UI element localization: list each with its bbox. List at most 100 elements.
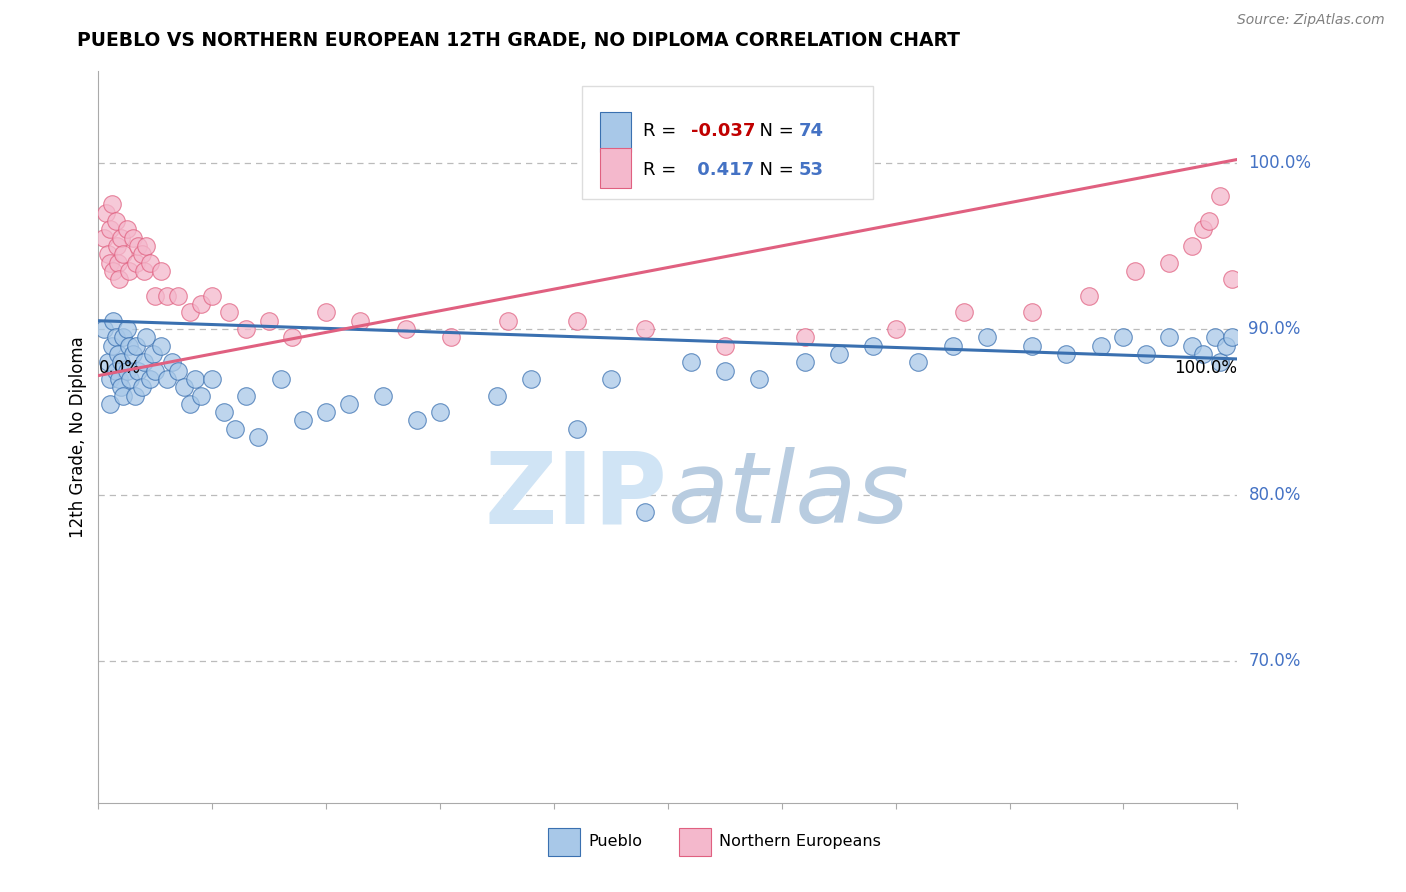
Text: R =: R = bbox=[643, 122, 682, 140]
Point bbox=[1054, 347, 1078, 361]
Point bbox=[138, 255, 160, 269]
Point bbox=[167, 289, 190, 303]
Point bbox=[1123, 264, 1146, 278]
Text: Northern Europeans: Northern Europeans bbox=[718, 834, 882, 849]
Point bbox=[212, 405, 235, 419]
Text: Source: ZipAtlas.com: Source: ZipAtlas.com bbox=[1237, 13, 1385, 28]
Point bbox=[131, 380, 153, 394]
Point bbox=[93, 230, 115, 244]
Point bbox=[96, 247, 118, 261]
Point bbox=[315, 305, 337, 319]
Point bbox=[179, 397, 201, 411]
Point bbox=[1220, 272, 1243, 286]
Point bbox=[235, 388, 257, 402]
Point bbox=[104, 214, 127, 228]
Point bbox=[371, 388, 394, 402]
Point bbox=[135, 330, 157, 344]
Point bbox=[167, 363, 190, 377]
Point bbox=[224, 422, 246, 436]
Point bbox=[110, 380, 132, 394]
Point bbox=[315, 405, 337, 419]
Point bbox=[132, 264, 155, 278]
Point bbox=[349, 314, 371, 328]
Point bbox=[1157, 255, 1180, 269]
Point bbox=[118, 264, 141, 278]
Text: 0.0%: 0.0% bbox=[98, 359, 141, 376]
Text: PUEBLO VS NORTHERN EUROPEAN 12TH GRADE, NO DIPLOMA CORRELATION CHART: PUEBLO VS NORTHERN EUROPEAN 12TH GRADE, … bbox=[77, 31, 960, 50]
Point bbox=[634, 322, 657, 336]
Point bbox=[142, 347, 165, 361]
Point bbox=[115, 322, 138, 336]
Point bbox=[103, 314, 125, 328]
Point bbox=[115, 222, 138, 236]
Text: 80.0%: 80.0% bbox=[1249, 486, 1301, 504]
Point bbox=[1157, 330, 1180, 344]
Point bbox=[793, 355, 815, 369]
Text: 100.0%: 100.0% bbox=[1174, 359, 1237, 376]
Point bbox=[98, 397, 121, 411]
Point bbox=[135, 239, 157, 253]
Point bbox=[190, 297, 212, 311]
Point bbox=[112, 388, 135, 402]
Point bbox=[1112, 330, 1135, 344]
Y-axis label: 12th Grade, No Diploma: 12th Grade, No Diploma bbox=[69, 336, 87, 538]
Point bbox=[132, 355, 155, 369]
Point bbox=[793, 330, 815, 344]
Point bbox=[98, 255, 121, 269]
Point bbox=[714, 339, 737, 353]
Bar bbox=[548, 829, 581, 856]
Text: 100.0%: 100.0% bbox=[1249, 153, 1312, 172]
Point bbox=[862, 339, 884, 353]
Point bbox=[121, 347, 143, 361]
Text: 74: 74 bbox=[799, 122, 824, 140]
Point bbox=[104, 330, 127, 344]
Point bbox=[162, 355, 184, 369]
Point bbox=[270, 372, 292, 386]
Point bbox=[1021, 339, 1043, 353]
Point bbox=[101, 339, 124, 353]
Text: R =: R = bbox=[643, 161, 682, 179]
Point bbox=[96, 205, 118, 219]
Point bbox=[103, 264, 125, 278]
Point bbox=[156, 372, 179, 386]
Point bbox=[1198, 214, 1220, 228]
Text: -0.037: -0.037 bbox=[690, 122, 755, 140]
Point bbox=[748, 372, 770, 386]
Point bbox=[498, 314, 520, 328]
Point bbox=[110, 355, 132, 369]
Point bbox=[1181, 239, 1204, 253]
FancyBboxPatch shape bbox=[599, 112, 631, 152]
Point bbox=[1192, 347, 1215, 361]
Point bbox=[1192, 222, 1215, 236]
Text: 0.417: 0.417 bbox=[690, 161, 754, 179]
Point bbox=[565, 422, 588, 436]
Point bbox=[942, 339, 965, 353]
Point bbox=[714, 363, 737, 377]
Text: ZIP: ZIP bbox=[485, 447, 668, 544]
Point bbox=[125, 255, 148, 269]
Point bbox=[884, 322, 907, 336]
Point bbox=[108, 272, 131, 286]
Point bbox=[120, 372, 142, 386]
Text: atlas: atlas bbox=[668, 447, 910, 544]
Point bbox=[1209, 189, 1232, 203]
Point bbox=[101, 197, 124, 211]
Point bbox=[131, 247, 153, 261]
Text: Pueblo: Pueblo bbox=[588, 834, 643, 849]
Point bbox=[1021, 305, 1043, 319]
Text: N =: N = bbox=[748, 122, 799, 140]
Point bbox=[281, 330, 304, 344]
Point bbox=[173, 380, 195, 394]
Point bbox=[107, 347, 129, 361]
Point bbox=[679, 355, 702, 369]
Point bbox=[98, 222, 121, 236]
Point bbox=[259, 314, 281, 328]
Point bbox=[184, 372, 207, 386]
Point bbox=[150, 264, 173, 278]
Point bbox=[486, 388, 509, 402]
Point bbox=[565, 314, 588, 328]
Bar bbox=[679, 829, 711, 856]
FancyBboxPatch shape bbox=[582, 86, 873, 200]
Point bbox=[110, 230, 132, 244]
Point bbox=[235, 322, 257, 336]
